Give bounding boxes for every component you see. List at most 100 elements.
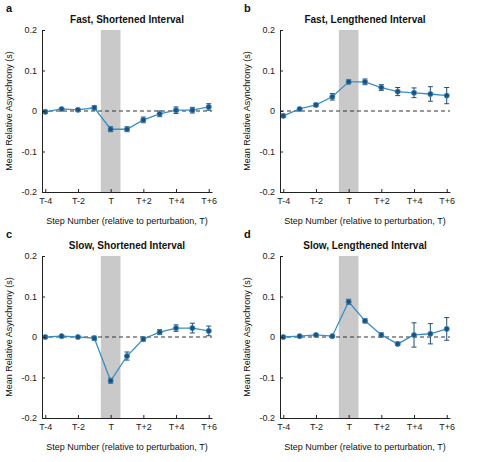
error-bar (125, 127, 130, 132)
data-point (92, 105, 97, 110)
error-bar (346, 80, 351, 84)
x-tick: T+4 (169, 189, 185, 206)
error-bar (141, 337, 146, 341)
data-line (283, 302, 446, 344)
x-tick-mark (447, 189, 448, 192)
y-tick-label: -0.1 (259, 147, 275, 157)
data-point (108, 127, 113, 132)
error-bar-path (412, 323, 417, 347)
y-tick-label: 0 (270, 332, 275, 342)
error-bar-path (379, 333, 384, 337)
data-line (45, 328, 208, 381)
data-point (173, 325, 178, 330)
x-axis-title: Step Number (relative to perturbation, T… (46, 216, 207, 226)
y-tick-label: -0.2 (21, 187, 37, 197)
panel-label: c (6, 228, 12, 240)
x-tick: T-2 (72, 415, 85, 432)
error-bar-path (395, 88, 400, 96)
error-bar (395, 342, 400, 345)
x-tick-mark (209, 189, 210, 192)
x-tick: T-4 (39, 415, 52, 432)
x-tick: T+4 (407, 415, 423, 432)
x-tick: T (108, 415, 114, 432)
y-tick-mark (280, 192, 283, 193)
data-point (206, 104, 211, 109)
error-bar (190, 107, 195, 113)
chart-title: Slow, Lengthened Interval (303, 240, 427, 251)
error-bar-path (428, 87, 433, 102)
y-tick: 0.1 (262, 292, 283, 302)
x-axis-line (43, 192, 213, 193)
x-tick-label: T (346, 196, 352, 206)
y-tick: -0.2 (259, 187, 283, 197)
y-tick-label: -0.2 (259, 413, 275, 423)
x-tick: T+6 (201, 189, 217, 206)
x-axis: T-4T-2TT+2T+4T+6 (39, 415, 217, 432)
x-tick-mark (45, 189, 46, 192)
y-axis: -0.2-0.100.10.2 (21, 25, 45, 197)
x-axis-title: Step Number (relative to perturbation, T… (284, 442, 445, 452)
y-tick-mark (42, 418, 45, 419)
error-bar-path (190, 107, 195, 113)
y-tick-mark (280, 256, 283, 257)
data-point (173, 108, 178, 113)
plot-area (42, 256, 212, 418)
data-point (75, 334, 80, 339)
error-bar-path (412, 88, 417, 98)
y-tick: -0.1 (259, 147, 283, 157)
error-bar-path (444, 318, 449, 341)
y-tick-mark (280, 30, 283, 31)
error-bar (379, 333, 384, 337)
data-point (297, 106, 302, 111)
x-tick-mark (349, 415, 350, 418)
y-axis: -0.2-0.100.10.2 (21, 251, 45, 423)
error-bar (157, 330, 162, 335)
x-tick-mark (381, 189, 382, 192)
data-point (124, 127, 129, 132)
reference-line (280, 336, 450, 337)
x-tick: T+6 (439, 189, 455, 206)
y-tick-label: -0.2 (259, 187, 275, 197)
y-tick: -0.1 (21, 373, 45, 383)
error-bar-path (206, 326, 211, 336)
y-tick-label: 0.2 (262, 251, 275, 261)
x-tick-mark (414, 189, 415, 192)
x-tick-label: T+2 (374, 196, 390, 206)
y-tick-label: 0.1 (24, 66, 37, 76)
x-tick-label: T-4 (277, 196, 290, 206)
y-tick-label: 0.1 (24, 292, 37, 302)
data-point (346, 79, 351, 84)
data-point (444, 93, 449, 98)
data-point (330, 94, 335, 99)
error-bar-path (190, 323, 195, 333)
error-bar (379, 85, 384, 91)
data-point (124, 353, 129, 358)
error-bar (206, 104, 211, 110)
x-axis: T-4T-2TT+2T+4T+6 (277, 189, 455, 206)
x-tick-label: T-2 (310, 422, 323, 432)
y-tick-mark (280, 297, 283, 298)
x-tick-label: T+2 (136, 422, 152, 432)
data-point (59, 106, 64, 111)
data-point (92, 336, 97, 341)
y-tick: 0 (270, 106, 283, 116)
y-tick: 0.2 (24, 251, 45, 261)
x-tick-label: T-2 (72, 196, 85, 206)
perturbation-band (339, 256, 359, 418)
x-tick-mark (143, 189, 144, 192)
x-tick-mark (111, 189, 112, 192)
data-point (75, 107, 80, 112)
panel: T-4T-2TT+2T+4T+6-0.2-0.100.10.2Slow, Sho… (4, 228, 217, 452)
x-tick: T+2 (136, 189, 152, 206)
error-bar (125, 352, 130, 360)
y-tick: -0.1 (259, 373, 283, 383)
data-point (157, 330, 162, 335)
error-bar-path (206, 104, 211, 110)
y-tick: 0.2 (262, 25, 283, 35)
error-bar-path (157, 111, 162, 117)
y-tick: 0 (32, 106, 45, 116)
x-tick: T+2 (374, 415, 390, 432)
error-bar (346, 299, 351, 304)
x-tick-label: T+6 (439, 196, 455, 206)
error-bar-path (346, 80, 351, 84)
